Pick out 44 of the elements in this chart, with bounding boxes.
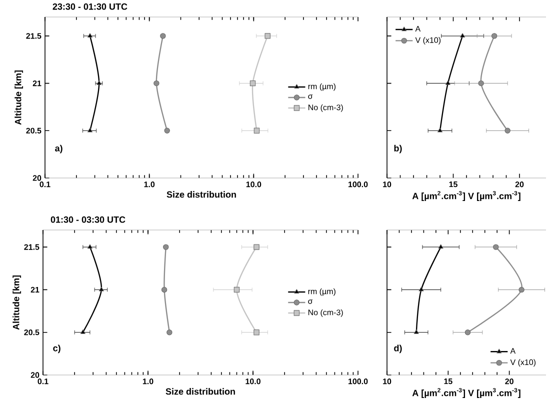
x-tick-label: 15 [444, 378, 452, 384]
x-tick-label: 1.0 [142, 378, 154, 384]
legend-label: V (x10) [510, 359, 536, 367]
legend-label: σ [308, 94, 313, 99]
legend-label: No (cm-3) [308, 309, 343, 317]
x-tick-label: 10 [383, 378, 392, 384]
annotation: b) [394, 144, 402, 154]
y-tick-label: 21 [32, 80, 42, 86]
y-tick-label: 21.5 [26, 33, 42, 39]
x-tick-label: 0.1 [40, 182, 50, 188]
legend-label: A [415, 26, 421, 32]
x-axis-title: Size distribution [166, 388, 235, 395]
legend-label: A [510, 348, 516, 354]
legend-label: V (x10) [415, 37, 441, 44]
x-tick-label: 100.0 [348, 378, 368, 384]
y-axis-title: Altitude [km] [12, 276, 22, 330]
x-tick-label: 20 [505, 378, 514, 384]
annotation: d) [394, 344, 402, 354]
y-tick-label: 20.5 [24, 330, 40, 336]
text: A [µm$^{2}$.cm$^{-3}$] V [µm$^{3}$.cm$^{-3}$] [412, 388, 520, 398]
legend-label: No (cm-3) [308, 104, 343, 112]
y-tick-label: 20 [30, 372, 40, 378]
text: A [µm$^{2}$.cm$^{-3}$] V [µm$^{3}$.cm$^{-3}$] [412, 191, 520, 201]
x-tick-label: 1.0 [144, 182, 155, 188]
x-tick-label: 10 [383, 182, 392, 188]
x-tick-label: 10.0 [246, 182, 262, 188]
x-tick-label: 10.0 [246, 378, 260, 384]
legend-label: σ [308, 300, 313, 304]
x-tick-label: 0.1 [38, 378, 48, 384]
x-tick-label: 15 [449, 182, 458, 188]
x-tick-label: 20 [515, 182, 524, 188]
annotation: a) [55, 144, 62, 154]
x-tick-label: 100.0 [348, 182, 368, 188]
chart-title: 01:30 - 03:30 UTC [50, 216, 126, 223]
legend-label: rm (µm) [308, 288, 336, 296]
y-tick-label: 21 [30, 286, 40, 292]
y-tick-label: 21.5 [24, 244, 40, 250]
y-tick-label: 20.5 [26, 128, 42, 134]
legend-label: rm (µm) [308, 83, 336, 91]
y-axis-title: Altitude [km] [14, 70, 24, 125]
annotation: c) [53, 344, 60, 354]
y-tick-label: 20 [32, 175, 42, 181]
chart-title: 23:30 - 01:30 UTC [52, 3, 128, 10]
x-axis-title: Size distribution [166, 191, 236, 198]
